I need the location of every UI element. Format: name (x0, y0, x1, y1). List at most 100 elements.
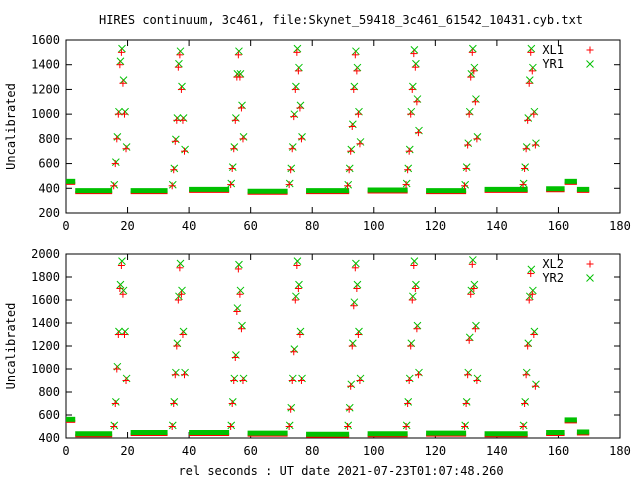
point-XL2 (114, 331, 122, 338)
y-tick-label: 2000 (31, 247, 60, 261)
point-YR1 (405, 145, 414, 154)
point-YR2 (350, 298, 359, 307)
point-XL2 (290, 348, 298, 356)
legend-label: YR2 (542, 271, 564, 285)
point-YR1 (176, 47, 185, 56)
point-YR1 (227, 179, 236, 188)
point-XL1 (170, 166, 178, 174)
point-YR1 (228, 163, 237, 171)
point-XL1 (116, 61, 124, 69)
point-XL2 (464, 371, 472, 379)
point-XL1 (171, 137, 179, 145)
point-YR2 (353, 280, 362, 289)
data-points (66, 256, 590, 438)
point-YR2 (118, 257, 126, 265)
point-XL1 (521, 165, 529, 173)
point-XL2 (296, 331, 304, 338)
point-YR2 (121, 327, 129, 336)
point-YR2 (461, 421, 470, 430)
point-XL2 (174, 296, 182, 304)
bottom-panel: 0 20 40 60 80 100 120 140 160 180 400 600 800 1000 120… (4, 247, 631, 458)
point-YR1 (118, 44, 126, 53)
point-YR1 (412, 59, 420, 68)
point-XL1 (351, 51, 359, 59)
x-tick-label: 60 (243, 219, 257, 233)
point-YR1 (522, 143, 531, 151)
point-XL1 (236, 73, 244, 81)
x-tick-label: 140 (486, 444, 508, 458)
point-YR2 (178, 286, 186, 295)
point-XL1 (110, 182, 118, 190)
point-XL1 (234, 51, 242, 59)
point-YR2 (462, 398, 471, 406)
point-YR1 (235, 47, 243, 56)
point-XL1 (113, 135, 121, 143)
point-XL1 (291, 85, 299, 93)
point-YR2 (293, 257, 302, 265)
point-XL2 (288, 377, 296, 384)
point-YR1 (462, 163, 471, 171)
point-XL1 (228, 165, 236, 173)
x-tick-label: 180 (609, 444, 631, 458)
point-XL2 (471, 325, 479, 333)
point-XL2 (467, 290, 475, 298)
point-YR1 (402, 179, 411, 188)
point-XL2 (473, 377, 481, 384)
point-XL1 (471, 98, 479, 106)
y-tick-label: 800 (38, 132, 60, 146)
point-YR2 (521, 398, 530, 406)
y-tick-label: 400 (38, 181, 60, 195)
point-XL1 (288, 145, 296, 153)
point-XL1 (413, 98, 421, 106)
point-YR2 (235, 260, 243, 269)
point-YR2 (110, 421, 119, 430)
point-XL2 (119, 290, 127, 298)
point-YR1 (353, 63, 362, 72)
point-XL1 (414, 129, 422, 137)
point-XL2 (404, 400, 412, 407)
point-YR1 (352, 47, 360, 56)
point-YR2 (115, 327, 123, 336)
x-tick-label: 60 (243, 444, 257, 458)
point-XL1 (114, 110, 122, 118)
point-YR1 (293, 44, 302, 53)
point-YR1 (344, 180, 353, 189)
y-tick-label: 1600 (31, 293, 60, 307)
plot-frame (65, 39, 621, 214)
point-YR2 (176, 259, 185, 268)
point-XL1 (470, 67, 478, 75)
point-XL1 (464, 141, 472, 149)
x-tick-label: 120 (424, 444, 446, 458)
point-YR1 (404, 164, 413, 173)
point-XL1 (468, 48, 476, 56)
point-XL2 (233, 308, 241, 315)
point-YR2 (408, 292, 417, 301)
point-YR2 (352, 259, 360, 268)
point-XL1 (293, 48, 301, 56)
point-XL1 (462, 165, 470, 173)
point-YR1 (347, 145, 356, 154)
y-tick-label: 400 (38, 431, 60, 445)
point-XL2 (227, 423, 235, 430)
point-XL1 (168, 182, 176, 190)
point-YR1 (356, 138, 365, 146)
plot-frame (65, 253, 621, 439)
point-XL2 (117, 262, 125, 269)
y-tick-label: 1000 (31, 107, 60, 121)
point-YR2 (287, 403, 296, 412)
point-YR1 (408, 82, 417, 91)
point-XL2 (239, 377, 247, 384)
point-YR1 (119, 76, 128, 85)
point-XL2 (353, 285, 361, 292)
point-XL1 (287, 166, 295, 174)
x-tick-label: 160 (548, 444, 570, 458)
point-XL1 (522, 145, 530, 153)
top-panel: 0 20 40 60 80 100 120 140 160 180 200 400 600 800 1000… (4, 33, 631, 233)
y-tick-label: 800 (38, 385, 60, 399)
point-XL2 (354, 331, 362, 338)
point-YR2 (116, 280, 125, 289)
point-XL2 (407, 342, 415, 350)
point-XL1 (473, 135, 481, 143)
point-YR2 (519, 421, 528, 430)
point-XL1 (297, 135, 305, 143)
